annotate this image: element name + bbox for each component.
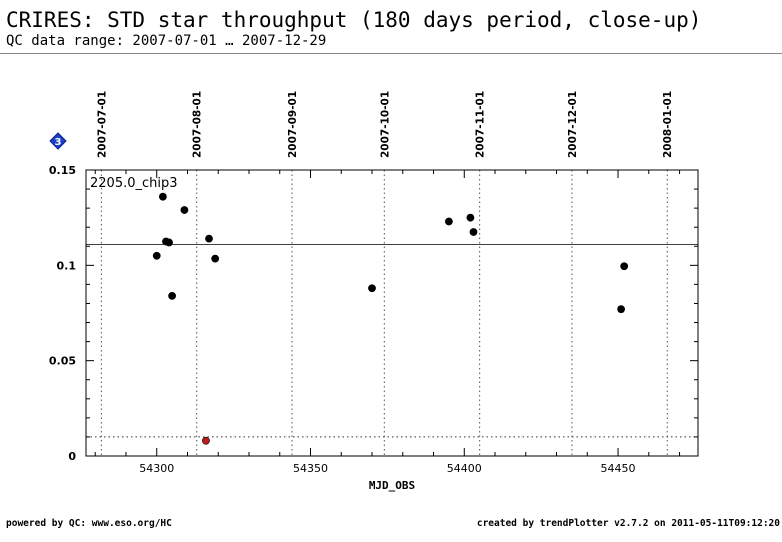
x-tick-label: 54300 xyxy=(139,462,174,475)
scatter-plot: 2007-07-01 2007-08-01 2007-09-01 2007-10-01… xyxy=(49,91,699,492)
y-tick-label: 0 xyxy=(68,450,76,463)
x-tick-label: 54350 xyxy=(293,462,328,475)
data-point xyxy=(444,217,453,226)
footer-created-by: created by trendPlotter v2.7.2 on 2011-0… xyxy=(476,518,780,529)
data-point xyxy=(368,284,376,293)
data-point xyxy=(469,228,478,236)
reference-lines xyxy=(86,243,698,438)
date-tick-label: 2007-09-01 xyxy=(287,91,299,158)
header-divider xyxy=(0,53,782,54)
footer-powered-by: powered by QC: www.eso.org/HC xyxy=(6,518,172,529)
plot-frame xyxy=(85,169,699,457)
date-tick-label: 2007-12-01 xyxy=(567,91,579,158)
data-point xyxy=(205,234,213,243)
data-point xyxy=(466,213,475,222)
axis-labels: 2007-07-01 2007-08-01 2007-09-01 2007-10-01… xyxy=(49,91,674,492)
date-tick-label: 2007-10-01 xyxy=(379,91,391,158)
data-range-subtitle: QC data range: 2007-07-01 … 2007-12-29 xyxy=(6,33,327,49)
data-point xyxy=(202,436,210,445)
data-point xyxy=(180,206,189,214)
data-point xyxy=(152,251,161,260)
data-point xyxy=(168,291,177,300)
data-point xyxy=(617,305,626,314)
x-tick-label: 54450 xyxy=(601,462,636,475)
diamond-marker-icon xyxy=(49,132,67,150)
x-tick-label: 54400 xyxy=(447,462,482,475)
chart-title: CRIRES: STD star throughput (180 days pe… xyxy=(6,8,702,32)
date-tick-label: 2007-11-01 xyxy=(475,91,487,158)
y-tick-label: 0.1 xyxy=(57,259,77,272)
date-tick-label: 2007-07-01 xyxy=(96,91,108,158)
y-tick-label: 0.15 xyxy=(49,164,76,177)
date-tick-label: 2008-01-01 xyxy=(662,91,674,158)
date-tick-label: 2007-08-01 xyxy=(192,91,204,158)
panel-label: 2205.0_chip3 xyxy=(90,176,178,191)
data-point xyxy=(620,262,629,271)
badge-label: 3 xyxy=(55,137,62,148)
data-point xyxy=(158,192,167,201)
axes-layer xyxy=(85,169,699,457)
y-tick-label: 0.05 xyxy=(49,355,76,368)
data-point xyxy=(211,254,220,263)
panel-badge: 3 xyxy=(49,132,67,150)
x-axis-label: MJD_OBS xyxy=(369,479,415,492)
data-points xyxy=(152,192,629,445)
data-point xyxy=(165,238,173,247)
